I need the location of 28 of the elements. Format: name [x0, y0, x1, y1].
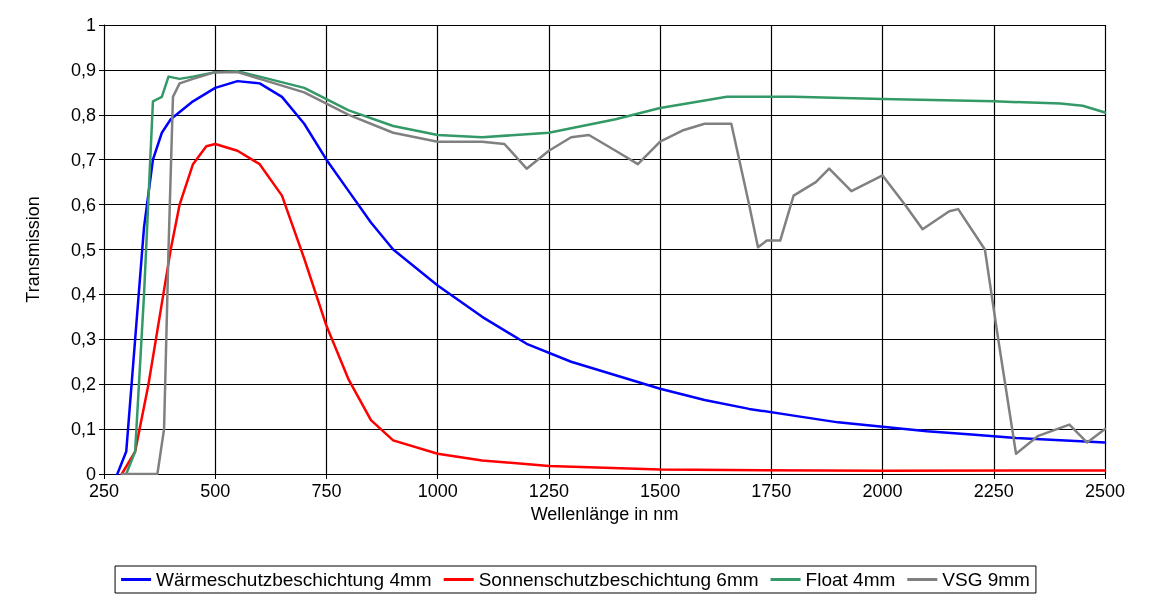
y-tick-label: 0,9 — [70, 59, 96, 80]
x-tick-label: 2000 — [862, 481, 903, 501]
x-tick-label: 250 — [88, 481, 120, 501]
x-tick-label: 1500 — [640, 481, 681, 501]
y-tick-label: 0,6 — [70, 194, 96, 215]
legend-label: Float 4mm — [805, 569, 896, 590]
legend-label: Sonnenschutzbeschichtung 6mm — [478, 569, 759, 590]
y-axis-title: Transmission — [23, 196, 43, 303]
x-tick-label: 2500 — [1084, 481, 1126, 501]
y-tick-label: 0 — [85, 464, 96, 484]
x-tick-label: 1250 — [528, 481, 569, 501]
y-tick-label: 0,8 — [70, 104, 96, 125]
line-series — [120, 142, 1107, 476]
y-tick-label: 0,2 — [70, 374, 96, 395]
y-tick-label: 0,5 — [70, 239, 96, 260]
x-tick-label: 1000 — [417, 481, 458, 501]
x-tick-label: 500 — [200, 481, 231, 501]
y-tick-label: 0,7 — [70, 149, 96, 170]
x-tick-label: 750 — [311, 481, 342, 501]
y-tick-label: 0,3 — [70, 329, 96, 350]
legend-label: VSG 9mm — [942, 569, 1030, 590]
y-tick-label: 1 — [85, 15, 96, 35]
x-tick-label: 2250 — [973, 481, 1014, 501]
x-tick-label: 1750 — [751, 481, 792, 501]
x-axis-title: Wellenlänge in nm — [530, 503, 679, 524]
y-tick-label: 0,1 — [70, 419, 96, 440]
y-tick-label: 0,4 — [70, 284, 96, 305]
legend-label: Wärmeschutzbeschichtung 4mm — [156, 569, 432, 590]
